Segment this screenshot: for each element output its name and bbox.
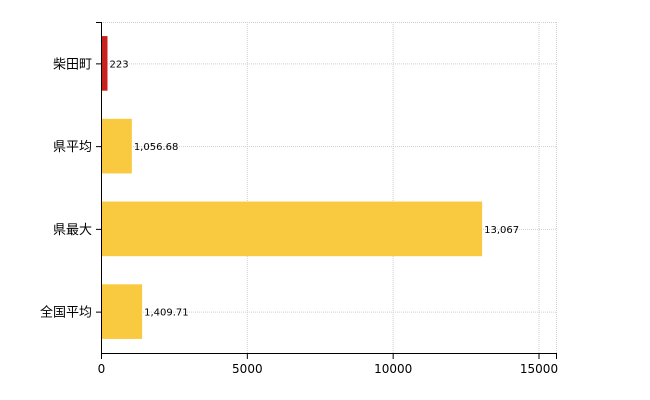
category-label-3: 県最大	[53, 223, 92, 238]
axes	[96, 22, 557, 359]
bar-4	[101, 284, 143, 339]
x-tick-label-3: 15000	[520, 362, 558, 376]
bar-2	[101, 118, 132, 174]
x-tick-label-1: 5000	[232, 362, 263, 376]
data-label-4: 1,409.71	[144, 308, 189, 319]
data-label-2: 1,056.68	[134, 142, 179, 153]
data-label-1: 223	[110, 59, 129, 70]
data-label-3: 13,067	[484, 225, 519, 236]
bar-1	[101, 36, 108, 91]
grid-lines	[101, 22, 557, 353]
category-label-2: 県平均	[53, 140, 92, 155]
x-tick-label-0: 0	[98, 362, 106, 376]
x-tick-label-2: 10000	[374, 362, 412, 376]
labels: 223 柴田町 1,056.68 県平均 13,067 県最大 1,409.71 全国平均 0 5…	[40, 57, 558, 376]
category-label-4: 全国平均	[40, 305, 92, 321]
bar-3	[101, 201, 483, 257]
category-label-1: 柴田町	[53, 57, 92, 72]
bars	[101, 36, 483, 339]
